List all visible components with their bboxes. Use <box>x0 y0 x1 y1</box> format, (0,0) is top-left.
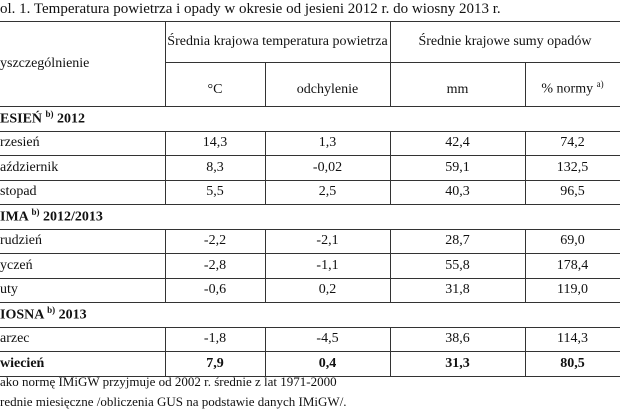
data-row: rzesień 14,3 1,3 42,4 74,2 <box>0 130 620 156</box>
section-row: ESIEŃ b) 2012 <box>0 106 620 132</box>
value-cell: 59,1 <box>389 155 526 181</box>
section-period: 2012 <box>57 112 86 128</box>
value-cell: 132,5 <box>524 155 620 181</box>
section-period: 2012/2013 <box>43 210 103 226</box>
value-cell: 80,5 <box>524 351 620 377</box>
value-cell: 14,3 <box>164 130 266 156</box>
month-cell: wiecień <box>0 351 166 377</box>
value-cell: -2,8 <box>164 253 266 279</box>
value-cell: 69,0 <box>524 228 620 254</box>
data-row: aździernik 8,3 -0,02 59,1 132,5 <box>0 155 620 181</box>
header-label: yszczególnienie <box>0 21 166 107</box>
caption: ol. 1. Temperatura powietrza i opady w o… <box>0 1 501 17</box>
data-table: yszczególnienie Średnia krajowa temperat… <box>0 21 620 377</box>
section-period: 2013 <box>58 308 87 324</box>
value-cell: -2,2 <box>164 228 266 254</box>
header-celsius: °C <box>165 62 266 107</box>
month-cell: stopad <box>0 179 166 205</box>
header-precip: Średnie krajowe sumy opadów <box>389 21 620 63</box>
value-cell: 0,4 <box>264 351 391 377</box>
value-cell: 178,4 <box>524 253 620 279</box>
section-row: IOSNA b) 2013 <box>0 302 620 328</box>
value-cell: -4,5 <box>264 326 391 352</box>
value-cell: 8,3 <box>164 155 266 181</box>
value-cell: -1,1 <box>264 253 391 279</box>
section-note: b) <box>31 207 40 218</box>
value-cell: 114,3 <box>524 326 620 352</box>
value-cell: 7,9 <box>164 351 266 377</box>
value-cell: -0,02 <box>264 155 391 181</box>
table-body: ESIEŃ b) 2012 rzesień 14,3 1,3 42,4 74,2 aździ… <box>0 106 620 377</box>
header-norm-text: % normy <box>541 82 594 97</box>
value-cell: 74,2 <box>524 130 620 156</box>
section-cell: IMA b) 2012/2013 <box>0 204 620 230</box>
data-row: wiecień 7,9 0,4 31,3 80,5 <box>0 351 620 377</box>
month-cell: rzesień <box>0 130 166 156</box>
section-name: IMA <box>0 210 28 226</box>
month-cell: aździernik <box>0 155 166 181</box>
value-cell: 0,2 <box>264 277 391 303</box>
value-cell: -0,6 <box>164 277 266 303</box>
footnote-mark: a) <box>596 79 604 90</box>
section-note: b) <box>45 109 54 120</box>
value-cell: 119,0 <box>524 277 620 303</box>
header-temp: Średnia krajowa temperatura powietrza <box>164 21 391 63</box>
section-note: b) <box>47 305 56 316</box>
data-row: arzec -1,8 -4,5 38,6 114,3 <box>0 326 620 352</box>
value-cell: 2,5 <box>264 179 391 205</box>
month-cell: rudzień <box>0 228 166 254</box>
footnote: ako normę IMiGW przyjmuje od 2002 r. śre… <box>0 374 337 389</box>
section-row: IMA b) 2012/2013 <box>0 204 620 230</box>
value-cell: 96,5 <box>524 179 620 205</box>
month-cell: arzec <box>0 326 166 352</box>
value-cell: 28,7 <box>389 228 526 254</box>
header-deviation: odchylenie <box>264 62 391 107</box>
month-cell: yczeń <box>0 253 166 279</box>
data-row: rudzień -2,2 -2,1 28,7 69,0 <box>0 228 620 254</box>
value-cell: 40,3 <box>389 179 526 205</box>
data-row: stopad 5,5 2,5 40,3 96,5 <box>0 179 620 205</box>
footnote: rednie miesięczne /obliczenia GUS na pod… <box>0 394 347 409</box>
section-name: IOSNA <box>0 308 44 324</box>
value-cell: 55,8 <box>389 253 526 279</box>
value-cell: 38,6 <box>389 326 526 352</box>
header-norm: % normy a) <box>524 62 620 107</box>
value-cell: -2,1 <box>264 228 391 254</box>
value-cell: 1,3 <box>264 130 391 156</box>
section-name: ESIEŃ <box>0 112 43 128</box>
month-cell: uty <box>0 277 166 303</box>
header-mm: mm <box>389 62 526 107</box>
value-cell: -1,8 <box>164 326 266 352</box>
value-cell: 31,8 <box>389 277 526 303</box>
value-cell: 42,4 <box>389 130 526 156</box>
value-cell: 31,3 <box>389 351 526 377</box>
section-cell: IOSNA b) 2013 <box>0 302 620 328</box>
data-row: yczeń -2,8 -1,1 55,8 178,4 <box>0 253 620 279</box>
value-cell: 5,5 <box>164 179 266 205</box>
section-cell: ESIEŃ b) 2012 <box>0 106 620 132</box>
data-row: uty -0,6 0,2 31,8 119,0 <box>0 277 620 303</box>
